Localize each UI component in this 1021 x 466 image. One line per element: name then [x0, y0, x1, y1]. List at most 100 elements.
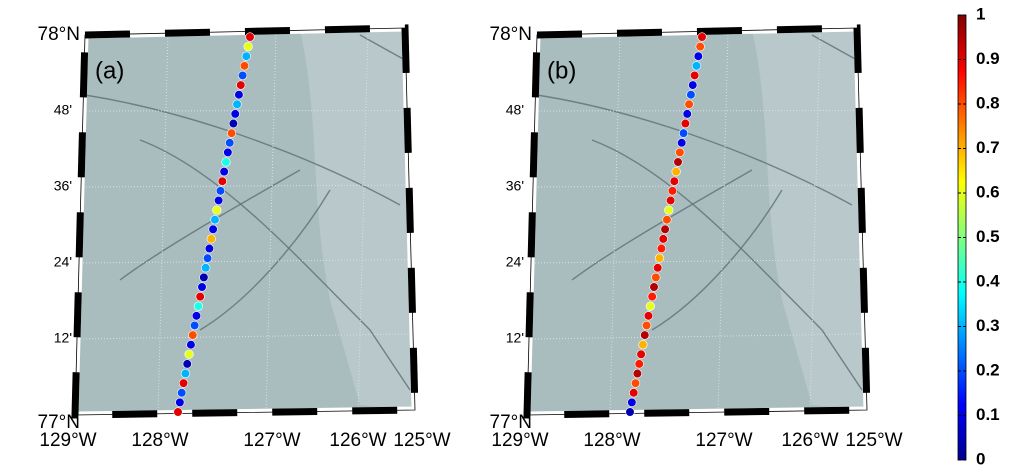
colorbar-label: 0.1 [976, 405, 1000, 424]
track-point [178, 378, 189, 388]
track-point [180, 368, 190, 379]
ice-crack [139, 139, 411, 391]
track-point [634, 359, 644, 369]
track-point [654, 253, 665, 263]
graticule-line [809, 31, 821, 414]
track-point [697, 32, 707, 42]
colorbar-label: 0.4 [976, 271, 1000, 290]
longitude-label: 129°W [491, 430, 548, 451]
track-point [667, 186, 678, 196]
track-point [669, 176, 679, 186]
track-point [221, 157, 231, 167]
track-point [677, 138, 687, 148]
graticule-line [79, 333, 411, 340]
track-point [175, 397, 185, 407]
track-point [632, 368, 642, 379]
colorbar-label: 1 [976, 4, 985, 23]
graticule-line [531, 259, 863, 264]
latitude-label: 48' [54, 102, 72, 118]
track-point [199, 272, 209, 282]
ice-crack [571, 169, 753, 281]
track-point [675, 147, 685, 157]
track-point [230, 109, 240, 119]
track-point [682, 109, 692, 119]
graticule-line [357, 31, 369, 414]
colorbar-label: 0.6 [976, 182, 1000, 201]
track-point [188, 330, 198, 340]
track-point [212, 205, 222, 215]
colorbar-label: 0 [976, 449, 985, 466]
track-point [653, 263, 663, 273]
graticule-line [717, 31, 729, 414]
graticule-line [531, 110, 863, 112]
track-point [680, 118, 690, 129]
track-point [691, 61, 702, 71]
latitude-label: 77°N [490, 412, 532, 433]
track-point [645, 301, 655, 311]
track-point [228, 118, 238, 129]
track-point [636, 349, 646, 359]
track-point [243, 42, 253, 52]
graticule-line [609, 31, 621, 414]
latitude-label: 77°N [38, 412, 80, 433]
graticule-line [531, 184, 863, 188]
track-point [647, 292, 657, 302]
longitude-label: 128°W [583, 430, 640, 451]
colorbar-label: 0.8 [976, 93, 1000, 112]
longitude-label: 125°W [845, 430, 902, 451]
latitude-label: 12' [54, 330, 72, 346]
track-point [177, 388, 187, 398]
track-point [241, 51, 251, 61]
colorbar-label: 0.7 [976, 138, 1000, 157]
track-point [671, 167, 681, 177]
track-point [686, 90, 696, 100]
graticule-line [79, 184, 411, 188]
latitude-label: 24' [506, 254, 524, 270]
ice-crack [119, 169, 301, 281]
graticule-line [157, 31, 169, 414]
latitude-label: 36' [506, 178, 524, 194]
track-point [643, 311, 654, 321]
latitude-label: 48' [506, 102, 524, 118]
map-frame-edge [74, 27, 416, 416]
track-point [236, 80, 246, 90]
track-point [206, 234, 216, 244]
latitude-label: 36' [54, 178, 72, 194]
terrain-shade [300, 28, 415, 410]
ice-crack [359, 34, 406, 61]
track-point [627, 397, 637, 407]
longitude-label: 125°W [393, 430, 450, 451]
colorbar-label: 0.2 [976, 360, 1000, 379]
track-point [197, 282, 207, 292]
graticule-line [79, 259, 411, 264]
track-point [210, 215, 220, 225]
graticule-line [531, 333, 863, 340]
track-point [245, 32, 255, 42]
track-point [204, 243, 214, 254]
graticule-line [79, 110, 411, 112]
track-point [629, 388, 639, 398]
panel-label: (b) [547, 57, 576, 84]
longitude-label: 126°W [329, 430, 386, 451]
track-point [193, 301, 203, 311]
track-point [201, 263, 211, 273]
track-point [684, 99, 694, 109]
colorbar-label: 0.9 [976, 49, 1000, 68]
track-point [649, 282, 659, 292]
track-point [208, 224, 218, 234]
track-point [239, 61, 250, 71]
track-point [184, 349, 194, 359]
colorbar-label: 0.5 [976, 227, 1000, 246]
track-point [625, 407, 635, 417]
longitude-label: 127°W [695, 430, 752, 451]
longitude-label: 128°W [131, 430, 188, 451]
track-point [640, 330, 650, 340]
track-point [219, 167, 229, 177]
graticule-line [265, 31, 277, 414]
track-point [664, 205, 674, 215]
track-point [232, 99, 242, 109]
latitude-label: 78°N [490, 24, 532, 45]
terrain-shade [752, 28, 867, 410]
